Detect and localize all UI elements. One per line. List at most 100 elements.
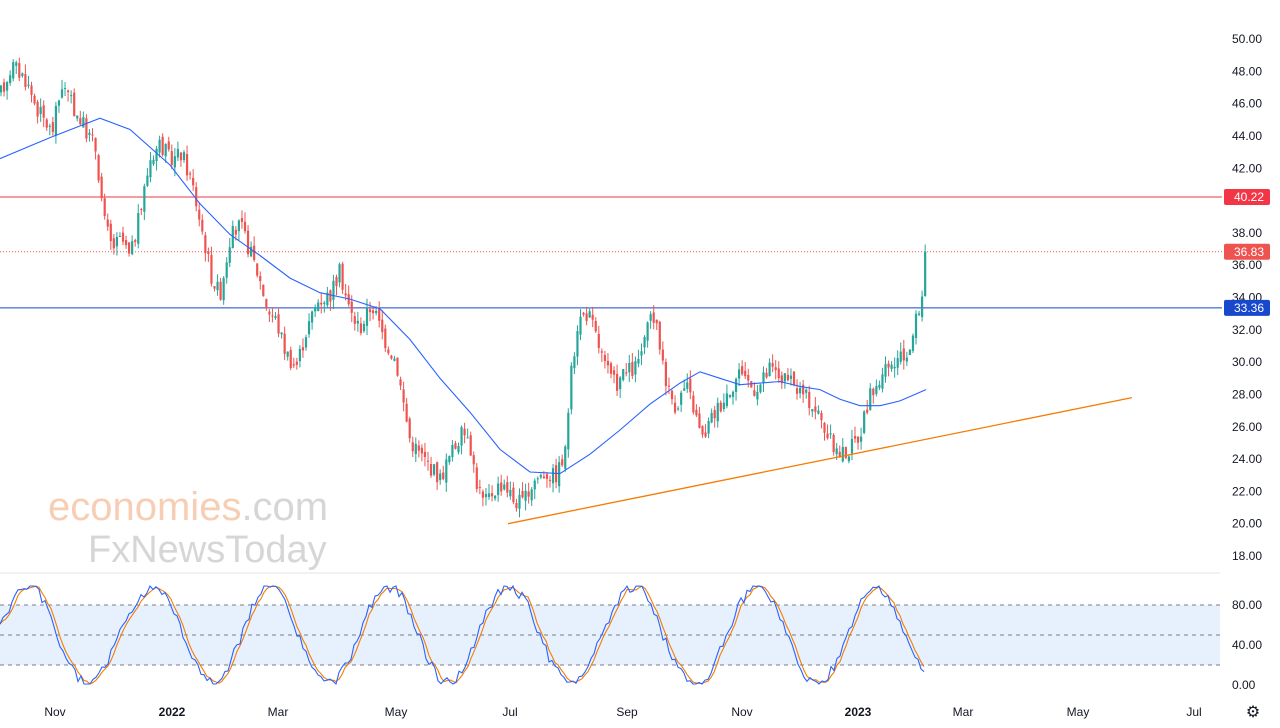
stochastic-lines <box>0 584 925 686</box>
x-tick-label: Mar <box>268 705 289 719</box>
candle <box>768 358 771 377</box>
candle <box>860 427 863 450</box>
candle <box>914 310 918 345</box>
candle <box>210 246 213 287</box>
candle <box>185 145 189 181</box>
candle <box>399 376 402 390</box>
candle <box>304 334 308 351</box>
candle <box>728 394 732 399</box>
candle <box>213 286 216 292</box>
candle <box>649 311 652 329</box>
x-tick-label: May <box>385 705 408 719</box>
candle <box>548 475 552 488</box>
candle <box>39 98 42 122</box>
candle <box>429 456 433 478</box>
candle <box>45 117 48 131</box>
candle <box>228 238 231 268</box>
candle <box>295 357 298 370</box>
candle <box>567 408 570 458</box>
candle <box>780 371 783 389</box>
candle <box>905 351 908 366</box>
candle <box>155 145 158 171</box>
candle <box>405 398 408 423</box>
candle <box>292 357 295 369</box>
candle <box>414 437 417 463</box>
candle <box>124 235 128 249</box>
candle <box>680 390 683 413</box>
candle <box>195 182 198 212</box>
candle <box>143 183 146 221</box>
candle <box>710 408 713 424</box>
stochastic-y-axis: 80.00 40.00 0.00 <box>1232 598 1262 692</box>
candle <box>594 317 597 334</box>
candle <box>469 431 472 457</box>
candle <box>503 479 506 491</box>
candle <box>481 489 484 507</box>
price-y-tick: 30.00 <box>1232 355 1262 369</box>
candle <box>673 395 677 415</box>
stochastic-y-tick: 40.00 <box>1232 638 1262 652</box>
candle <box>619 376 622 398</box>
candle <box>256 263 259 278</box>
candle <box>875 379 878 397</box>
candle <box>545 472 549 488</box>
x-tick-label: Jul <box>502 705 517 719</box>
candle <box>878 380 881 391</box>
candle <box>887 360 890 377</box>
candle <box>216 274 219 296</box>
gear-icon[interactable]: ⚙ <box>1245 704 1261 721</box>
candle <box>167 136 170 152</box>
candle <box>219 277 222 301</box>
candle <box>106 213 109 231</box>
price-y-tick: 28.00 <box>1232 387 1262 401</box>
candle <box>661 341 664 365</box>
candle <box>692 391 695 415</box>
candle <box>478 479 481 495</box>
trendline <box>507 397 1133 525</box>
price-y-tick: 22.00 <box>1232 484 1262 498</box>
candle <box>734 377 738 401</box>
candle <box>63 82 67 96</box>
candle <box>118 232 122 238</box>
candle <box>97 153 100 183</box>
candle <box>823 421 826 441</box>
candle <box>677 406 680 411</box>
candle <box>896 350 899 376</box>
candle <box>91 128 94 142</box>
candle <box>701 425 704 438</box>
candle <box>192 169 195 191</box>
candle <box>277 308 280 338</box>
candle <box>771 354 774 373</box>
candle <box>109 219 112 250</box>
candle <box>689 370 692 400</box>
candle <box>646 321 649 348</box>
candle <box>744 362 747 379</box>
candle <box>881 367 884 393</box>
candle <box>182 149 186 163</box>
price-badge <box>1224 299 1270 316</box>
watermark-suffix: .com <box>241 485 328 529</box>
candle <box>551 463 555 493</box>
candle <box>847 455 850 464</box>
candle <box>225 257 228 284</box>
candle <box>762 366 765 392</box>
candle <box>243 212 247 234</box>
candle <box>731 390 735 405</box>
candle <box>558 456 561 493</box>
candle <box>512 482 515 505</box>
candle <box>795 379 799 400</box>
price-y-tick: 32.00 <box>1232 323 1262 337</box>
watermark-line1: economies.com <box>48 485 328 529</box>
candle <box>612 366 616 384</box>
candle <box>487 483 491 500</box>
candle <box>466 428 469 439</box>
candle <box>792 371 796 387</box>
candle <box>917 310 921 317</box>
candle <box>426 451 430 471</box>
candle <box>103 193 106 220</box>
candle <box>652 305 655 330</box>
candle <box>73 88 76 117</box>
candle <box>18 57 21 82</box>
stochastic-guides <box>0 604 1220 666</box>
